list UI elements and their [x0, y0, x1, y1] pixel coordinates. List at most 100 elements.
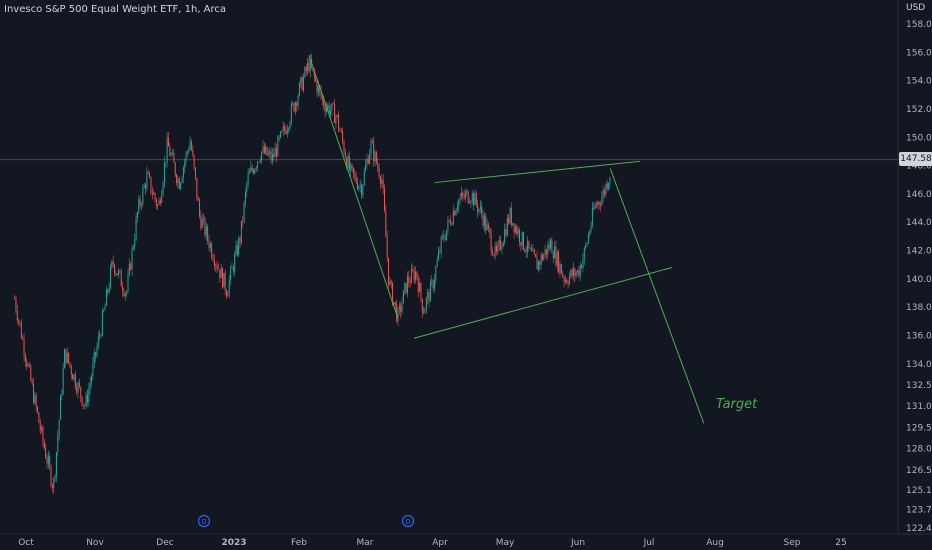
candle-body [278, 136, 280, 138]
candle-body [609, 177, 611, 184]
candle-body [255, 167, 257, 169]
candle-body [475, 193, 477, 205]
candle-body [282, 126, 284, 131]
candle-body [347, 155, 349, 168]
decline-line[interactable] [308, 54, 399, 319]
candle-body [294, 102, 296, 112]
candle-body [101, 311, 103, 336]
candle-body [15, 298, 17, 311]
trend-drawings[interactable] [308, 54, 705, 424]
candle-body [496, 245, 498, 252]
candle-body [474, 193, 476, 206]
candle-body [427, 292, 429, 299]
candle-body [43, 441, 45, 449]
price-tick-label: 144.00 [906, 218, 932, 228]
candle-body [131, 248, 133, 270]
candle-body [448, 219, 450, 221]
candle-body [138, 198, 140, 213]
candle-body [598, 201, 600, 205]
candle-body [527, 240, 529, 252]
candle-body [92, 362, 94, 377]
candle-body [421, 298, 423, 313]
candle-body [42, 427, 44, 442]
candle-body [281, 130, 283, 132]
candle-body [313, 70, 315, 78]
price-axis[interactable]: 158.00 156.00 154.00 152.00 150.00 148.00 146.… [906, 20, 932, 534]
candle-body [180, 182, 182, 189]
candle-body [189, 141, 191, 151]
candle-body [66, 352, 68, 364]
candle-body [134, 239, 136, 247]
candle-body [28, 364, 30, 366]
candle-body [170, 154, 172, 156]
candle-body [39, 422, 41, 431]
dividend-marker[interactable] [197, 514, 211, 528]
currency-label: USD [906, 3, 926, 13]
candle-body [470, 201, 472, 203]
candle-body [386, 236, 388, 258]
candle-body [266, 146, 268, 156]
candle-body [159, 200, 161, 204]
candle-body [147, 172, 149, 174]
projection-line[interactable] [609, 168, 705, 424]
candle-body [509, 207, 511, 223]
candle-body [136, 212, 138, 218]
candle-body [394, 302, 396, 305]
time-tick-label: Feb [291, 538, 307, 548]
candle-body [404, 283, 406, 291]
candle-body [196, 177, 198, 198]
candle-body [150, 176, 152, 193]
candle-body [120, 270, 122, 287]
candle-body [378, 167, 380, 178]
candle-body [544, 249, 546, 255]
candle-body [103, 310, 105, 312]
candle-body [590, 224, 592, 232]
candle-body [324, 106, 326, 112]
candle-body [280, 131, 282, 138]
candle-body [463, 195, 465, 199]
time-axis[interactable]: Oct Nov Dec 2023 Feb Mar Apr May Jun Jul Aug Sep 25 [18, 538, 847, 548]
candle-body [165, 162, 167, 163]
time-tick-label: May [496, 538, 515, 548]
candle-body [126, 291, 128, 294]
candle-body [97, 336, 99, 347]
candle-body [204, 218, 206, 236]
candle-body [467, 191, 469, 204]
candle-body [566, 279, 568, 283]
candle-body [400, 305, 402, 313]
candle-body [504, 229, 506, 243]
candle-body [478, 209, 480, 212]
candle-body [54, 475, 56, 479]
candle-body [257, 161, 259, 168]
candle-body [23, 338, 25, 356]
candle-body [363, 171, 365, 185]
candle-body [575, 272, 577, 277]
candle-body [174, 162, 176, 175]
dividend-marker[interactable] [401, 514, 415, 528]
candle-body [128, 263, 130, 275]
candle-body [96, 346, 98, 356]
candle-body [188, 150, 190, 152]
channel-lower-line[interactable] [413, 267, 672, 339]
channel-upper-line[interactable] [434, 160, 640, 184]
price-tick-label: 125.10 [906, 486, 932, 496]
candle-body [212, 256, 214, 261]
candle-body [442, 235, 444, 237]
candle-body [428, 292, 430, 302]
candle-body [336, 114, 338, 117]
candle-body [371, 141, 373, 143]
candle-body [440, 236, 442, 253]
candle-body [439, 251, 441, 253]
candle-body [142, 187, 144, 205]
candle-body [516, 226, 518, 235]
price-tick-label: 136.00 [906, 331, 932, 341]
candle-body [355, 175, 357, 183]
price-tick-label: 129.50 [906, 423, 932, 433]
candle-body [558, 252, 560, 273]
candle-body [111, 261, 113, 268]
candle-body [140, 204, 142, 206]
candle-body [143, 185, 145, 188]
candle-body [38, 412, 40, 423]
